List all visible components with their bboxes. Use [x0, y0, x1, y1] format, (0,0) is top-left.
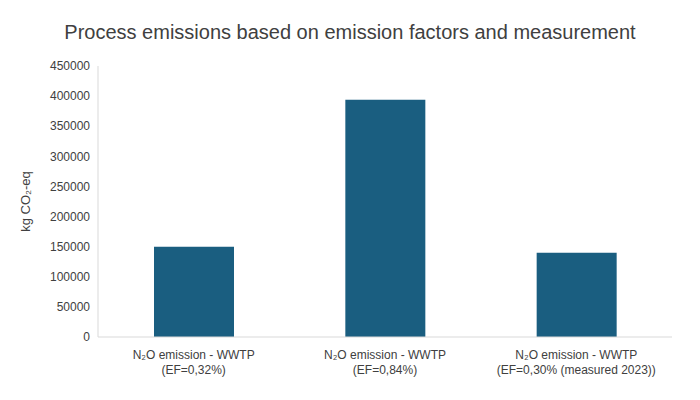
- svg-text:150000: 150000: [50, 240, 90, 254]
- svg-text:kg CO₂-eq: kg CO₂-eq: [18, 171, 33, 232]
- svg-text:350000: 350000: [50, 119, 90, 133]
- html-text:Process emissions based on emi: Process emissions based on emission fact…: [64, 21, 636, 43]
- svg-text:N₂O emission - WWTP(EF=0,30% (: N₂O emission - WWTP(EF=0,30% (measured 2…: [497, 348, 656, 377]
- svg-text:400000: 400000: [50, 89, 90, 103]
- svg-text:N₂O emission - WWTP(EF=0,32%): N₂O emission - WWTP(EF=0,32%): [133, 348, 255, 377]
- svg-text:0: 0: [83, 330, 90, 344]
- svg-text:100000: 100000: [50, 270, 90, 284]
- svg-text:450000: 450000: [50, 59, 90, 73]
- svg-text:200000: 200000: [50, 210, 90, 224]
- svg-text:300000: 300000: [50, 150, 90, 164]
- svg-text:250000: 250000: [50, 180, 90, 194]
- svg-text:N₂O emission - WWTP(EF=0,84%): N₂O emission - WWTP(EF=0,84%): [324, 348, 446, 377]
- svg-text:50000: 50000: [57, 300, 91, 314]
